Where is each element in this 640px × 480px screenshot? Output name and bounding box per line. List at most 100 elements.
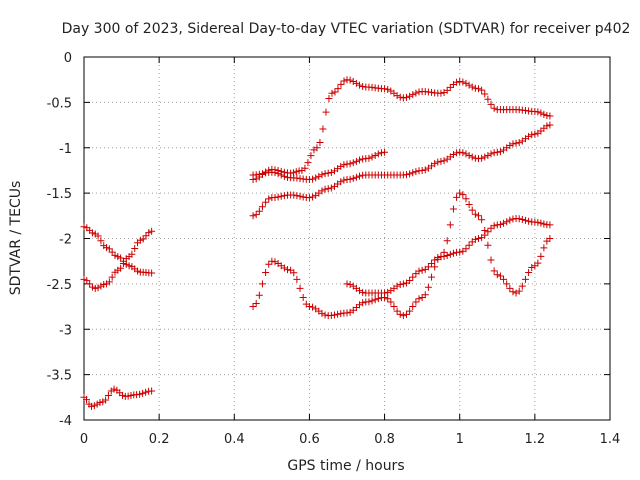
data-point-interp: [108, 273, 116, 281]
data-point-interp: [478, 216, 486, 224]
data-point-interp: [424, 263, 432, 271]
data-point-interp: [349, 78, 357, 85]
data-point: [546, 235, 554, 242]
data-point: [148, 387, 156, 395]
data-point-interp: [434, 158, 442, 166]
data-point-interp: [496, 272, 504, 280]
data-point-interp: [515, 139, 523, 147]
data-point-interp: [293, 192, 301, 200]
data-point-interp: [265, 260, 273, 268]
data-point-interp: [384, 85, 392, 93]
data-point: [531, 130, 539, 138]
data-point-interp: [421, 166, 429, 174]
data-point-interp: [449, 205, 457, 213]
grid-lines: [84, 57, 610, 420]
data-point-interp: [500, 275, 508, 283]
y-tick-label: -3.5: [47, 369, 72, 384]
data-point-interp: [500, 219, 508, 227]
x-tick-labels: 0 0.2 0.4 0.6 0.8 1 1.2 1.4: [80, 432, 620, 447]
data-point-interp: [406, 307, 414, 315]
data-point-interp: [356, 287, 364, 295]
data-point-interp: [340, 176, 348, 184]
data-point-interp: [384, 295, 392, 303]
data-point-interp: [117, 264, 125, 272]
data-point-interp: [402, 310, 410, 318]
data-point-interp: [352, 173, 360, 181]
data-point-interp: [446, 250, 454, 258]
data-point-interp: [503, 218, 511, 226]
data-point-interp: [83, 396, 90, 404]
data-point-interp: [346, 175, 354, 183]
data-point-interp: [393, 282, 401, 290]
data-point-interp: [318, 187, 326, 195]
data-point: [268, 257, 276, 265]
data-point-interp: [490, 222, 498, 230]
data-point-interp: [506, 141, 514, 149]
data-point-interp: [406, 170, 414, 178]
data-point-interp: [518, 215, 526, 223]
data-point: [148, 269, 156, 277]
data-point-interp: [428, 273, 436, 281]
data-point-interp: [337, 80, 345, 88]
data-point-interp: [415, 267, 423, 275]
data-point-interp: [496, 148, 504, 156]
data-point-interp: [465, 81, 473, 89]
data-point-interp: [318, 171, 326, 179]
data-point-interp: [102, 396, 110, 404]
data-point-interp: [415, 295, 423, 303]
y-tick-label: -4: [59, 414, 72, 429]
data-point-interp: [453, 78, 461, 86]
y-tick-label: -0.5: [47, 96, 72, 111]
data-point: [249, 303, 257, 311]
data-point-interp: [481, 231, 489, 239]
data-point-interp: [252, 300, 260, 308]
data-point-interp: [255, 207, 263, 215]
data-point-interp: [459, 78, 467, 86]
data-point: [328, 89, 336, 97]
data-point-interp: [406, 92, 414, 100]
data-point: [313, 144, 321, 152]
data-point: [249, 212, 257, 220]
data-point-interp: [525, 132, 533, 140]
data-point-interp: [340, 161, 348, 169]
data-point-interp: [431, 263, 439, 271]
data-point-interp: [402, 93, 410, 101]
data-point-interp: [277, 192, 285, 200]
data-point-interp: [521, 275, 529, 283]
data-point: [475, 212, 482, 220]
data-point: [546, 221, 554, 229]
data-point-interp: [277, 171, 285, 179]
y-tick-label: -1.5: [47, 187, 72, 202]
data-point-interp: [449, 151, 457, 159]
data-point-interp: [484, 95, 492, 103]
data-point-interp: [296, 284, 304, 292]
data-point-interp: [365, 154, 373, 162]
data-point-interp: [139, 389, 147, 397]
data-point: [343, 280, 351, 288]
data-point: [512, 139, 520, 147]
data-point: [305, 194, 313, 202]
data-point-interp: [312, 174, 320, 182]
plot-frame: [83, 56, 611, 421]
data-point-interp: [509, 288, 517, 296]
data-point: [418, 166, 426, 174]
y-tick-label: -2.5: [47, 278, 72, 293]
data-point-interp: [309, 193, 317, 201]
data-point: [475, 235, 482, 242]
y-tick-label: 0: [64, 51, 72, 66]
data-point-interp: [431, 160, 439, 168]
data-point-interp: [412, 168, 420, 176]
data-point-interp: [97, 237, 105, 245]
x-axis-label: GPS time / hours: [287, 458, 404, 474]
data-point-interp: [334, 310, 342, 318]
data-point-interp: [262, 198, 270, 206]
data-point-interp: [374, 150, 382, 158]
data-point-interp: [340, 77, 348, 85]
data-point-interp: [468, 206, 476, 214]
data-point-interp: [255, 170, 263, 178]
data-point-interp: [543, 122, 551, 130]
data-point: [399, 280, 407, 288]
data-point-interp: [409, 273, 417, 281]
data-point-interp: [471, 210, 479, 218]
